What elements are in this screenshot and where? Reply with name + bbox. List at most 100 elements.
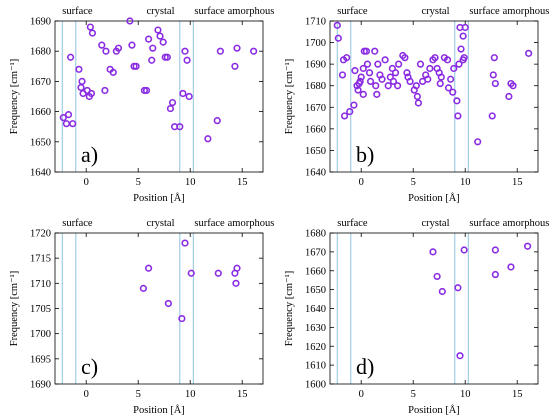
data-point — [450, 64, 458, 73]
data-point — [412, 82, 420, 90]
y-tick-label: 1660 — [305, 124, 326, 135]
data-point — [69, 120, 77, 128]
data-point — [213, 117, 221, 125]
data-point — [453, 97, 461, 105]
data-point — [126, 17, 134, 25]
y-tick-label: 1680 — [305, 229, 326, 240]
data-point — [436, 79, 444, 88]
data-point — [176, 123, 184, 131]
data-point — [449, 88, 457, 96]
region-label: amorphous — [503, 6, 550, 17]
chart-panel-1: 0 5 10 15 1640 1650 1660 1670 1680 1690 Position [… — [9, 6, 274, 204]
panel-label: a) — [81, 142, 98, 167]
y-tick-label: 1695 — [30, 354, 51, 365]
x-tick-label: 5 — [411, 389, 416, 400]
region-label: surface — [337, 218, 368, 229]
y-tick-label: 1705 — [30, 304, 51, 315]
data-point — [166, 104, 175, 113]
data-point — [231, 62, 239, 70]
data-point — [334, 34, 342, 42]
x-tick-label: 10 — [185, 389, 196, 400]
data-point — [447, 75, 455, 83]
data-point — [437, 73, 445, 81]
data-point — [59, 114, 67, 122]
region-label: crystal — [422, 6, 450, 17]
x-tick-label: 0 — [359, 177, 364, 188]
data-point — [132, 62, 140, 70]
data-point — [357, 73, 365, 81]
data-point — [474, 138, 482, 146]
x-tick-label: 15 — [512, 389, 523, 400]
y-tick-label: 1640 — [305, 304, 326, 315]
data-point — [145, 264, 153, 272]
data-point — [460, 54, 468, 62]
data-point — [232, 279, 240, 287]
x-tick-label: 0 — [84, 177, 89, 188]
y-tick-label: 1670 — [30, 77, 51, 88]
data-point — [505, 92, 513, 101]
region-label: surface — [469, 6, 500, 17]
y-tick-label: 1630 — [305, 323, 326, 334]
data-point — [372, 82, 380, 90]
x-tick-label: 0 — [359, 389, 364, 400]
data-point — [424, 75, 432, 83]
data-point — [88, 29, 97, 37]
data-point — [356, 77, 364, 85]
region-label: surface — [62, 6, 93, 17]
data-point — [431, 54, 439, 62]
y-tick-label: 1670 — [305, 247, 326, 258]
data-point — [187, 269, 195, 277]
data-point — [154, 26, 162, 34]
data-point — [456, 352, 464, 360]
panel-label: d) — [356, 354, 374, 379]
data-point — [181, 47, 189, 55]
data-point — [378, 75, 386, 83]
data-point — [181, 239, 189, 247]
data-point — [416, 60, 425, 68]
data-point — [490, 54, 498, 62]
x-tick-label: 15 — [512, 177, 523, 188]
data-point — [98, 41, 106, 49]
data-point — [359, 90, 367, 98]
data-point — [183, 56, 191, 64]
data-point — [491, 270, 499, 279]
x-tick-label: 0 — [84, 389, 89, 400]
data-point — [163, 53, 171, 61]
data-point — [381, 56, 389, 64]
y-tick-label: 1715 — [30, 254, 51, 265]
data-point — [128, 41, 136, 49]
data-point — [359, 64, 367, 73]
y-tick-label: 1710 — [30, 279, 51, 290]
data-point — [338, 71, 347, 79]
y-tick-label: 1680 — [30, 47, 51, 58]
data-point — [86, 23, 94, 31]
panel-label: c) — [81, 354, 98, 379]
y-tick-label: 1680 — [305, 81, 326, 92]
y-tick-label: 1600 — [305, 380, 326, 391]
data-point — [403, 69, 411, 77]
data-point — [346, 107, 354, 116]
region-label: surface — [194, 218, 225, 229]
y-tick-label: 1710 — [305, 17, 326, 28]
data-point — [66, 53, 75, 61]
data-point — [384, 82, 392, 90]
x-tick-label: 10 — [460, 389, 471, 400]
data-point — [454, 284, 462, 292]
region-label: surface — [194, 6, 225, 17]
data-point — [414, 99, 423, 107]
data-point — [178, 314, 186, 323]
y-tick-label: 1650 — [305, 146, 326, 157]
y-tick-label: 1670 — [305, 103, 326, 114]
data-point — [216, 47, 224, 55]
data-point — [489, 71, 497, 79]
data-point — [374, 60, 382, 68]
y-axis-label: Frequency [cm⁻¹] — [9, 271, 20, 346]
data-point — [185, 92, 193, 101]
data-point — [142, 86, 151, 95]
data-point — [491, 79, 499, 88]
region-label: amorphous — [228, 218, 275, 229]
data-point — [391, 69, 400, 77]
data-point — [371, 47, 379, 55]
data-point — [362, 47, 371, 55]
